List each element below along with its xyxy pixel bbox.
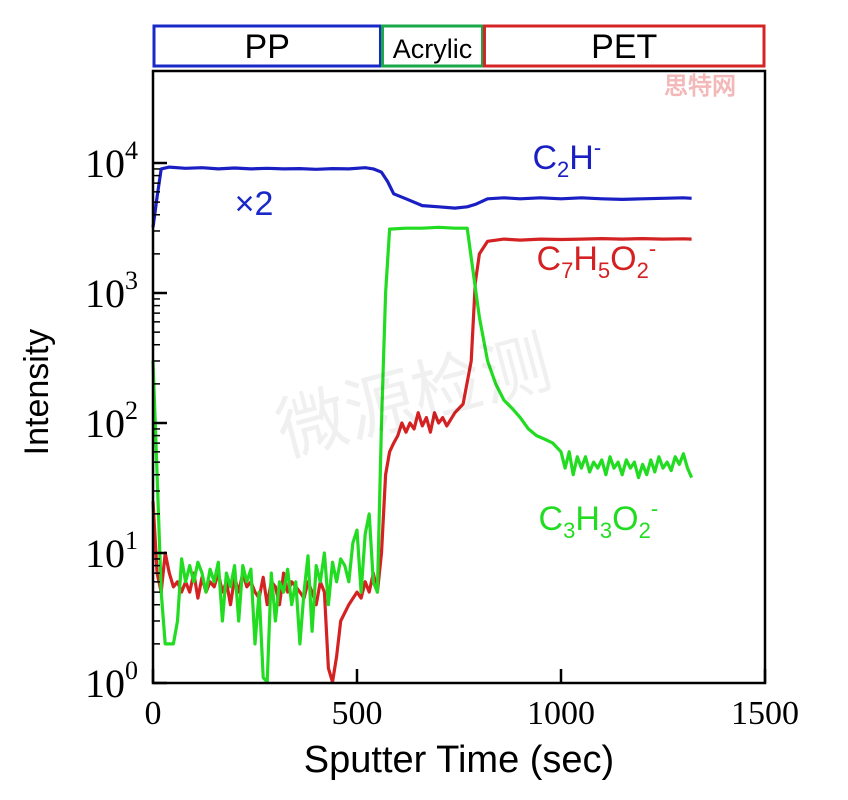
x-axis-title: Sputter Time (sec) [304,739,614,781]
y-tick-exponent: 4 [125,136,138,165]
label-superscript: - [651,496,658,521]
series-layer [151,165,694,684]
layer-box-acrylic [380,24,484,68]
y-axis-title: Intensity [18,329,56,456]
label-subscript: 3 [563,518,575,543]
x-tick-label: 0 [145,695,162,732]
series-line-c7h5o2 [151,237,692,684]
y-tick-base: 10 [85,401,125,446]
y-tick-base: 10 [85,271,125,316]
series-label: C3​H3​O2​- [539,496,659,543]
label-subscript: 2 [639,518,651,543]
series-line-c3h3o2 [151,225,694,684]
label-superscript: - [594,135,601,160]
series-label: C2​H- [532,135,601,182]
label-text: C [537,240,562,278]
x-tick-label: 1000 [527,695,595,732]
y-tick-exponent: 1 [125,526,138,555]
label-subscript: 3 [600,518,612,543]
layer-label-acrylic: Acrylic [393,34,473,64]
y-tick-exponent: 0 [125,656,138,685]
y-tick-base: 10 [85,531,125,576]
label-text: C [532,139,557,177]
x-tick-label: 500 [332,695,383,732]
label-subscript: 2 [557,157,569,182]
ticks-layer [151,161,767,685]
label-subscript: 5 [598,258,610,283]
layer-label-pp: PP [245,28,290,66]
plot-frame [151,69,767,685]
series-label: C7​H5​O2​- [537,236,657,283]
label-subscript: 2 [637,258,649,283]
label-text: O [612,500,638,538]
y-tick-label: 104 [85,136,138,186]
y-tick-base: 10 [85,661,125,706]
label-text: C [539,500,564,538]
label-text: O [610,240,636,278]
multiplier-annotation: ×2 [235,185,274,223]
y-tick-label: 102 [85,396,138,446]
label-text: H [575,500,600,538]
y-tick-base: 10 [85,141,125,186]
y-tick-exponent: 2 [125,396,138,425]
y-tick-label: 103 [85,266,138,316]
layer-box-pet [482,24,766,68]
y-tick-label: 101 [85,526,138,576]
layer-label-pet: PET [591,28,657,66]
y-tick-label: 100 [85,656,138,706]
label-superscript: - [649,236,656,261]
x-tick-label: 1500 [731,695,799,732]
layer-box-pp [152,24,382,68]
label-text: H [573,240,598,278]
y-tick-exponent: 3 [125,266,138,295]
label-subscript: 7 [561,258,573,283]
label-text: H [569,139,594,177]
layer-bar: PP Acrylic PET [152,24,766,68]
labels-layer: 050010001500100101102103104C2​H-C7​H5​O2… [85,135,799,732]
corner-watermark: 思特网 [664,73,736,100]
series-line-c2h [151,165,692,228]
